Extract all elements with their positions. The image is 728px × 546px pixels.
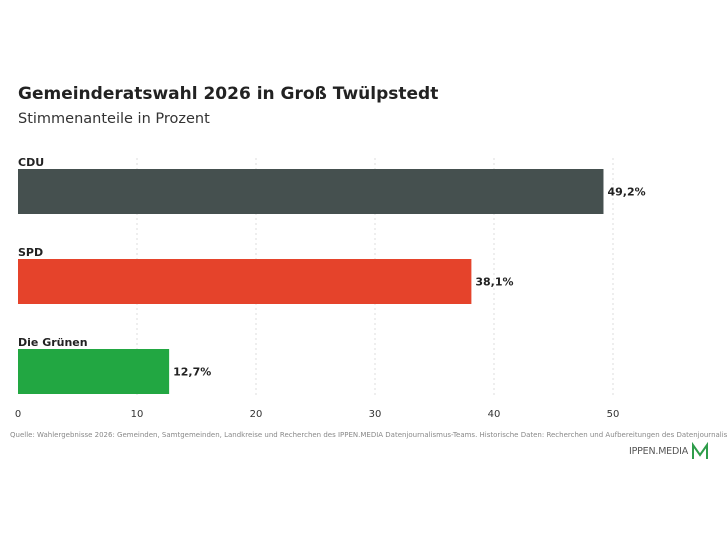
- chart-subtitle: Stimmenanteile in Prozent: [18, 111, 210, 127]
- brand-logo: IPPEN.MEDIA: [629, 442, 709, 460]
- category-label: SPD: [18, 246, 43, 259]
- value-label: 38,1%: [475, 276, 513, 289]
- x-tick-label: 0: [15, 409, 21, 420]
- ippen-logo-icon: [692, 442, 709, 459]
- value-label: 49,2%: [607, 186, 645, 199]
- brand-name: IPPEN.MEDIA: [629, 445, 689, 457]
- category-label: CDU: [18, 156, 44, 169]
- category-label: Die Grünen: [18, 336, 88, 349]
- bar: [18, 259, 472, 304]
- x-tick-label: 50: [607, 409, 620, 420]
- value-label: 12,7%: [173, 366, 211, 379]
- chart-title: Gemeinderatswahl 2026 in Groß Twülpstedt: [18, 84, 439, 104]
- bar-chart: CDU 49,2% SPD 38,1% Die Grünen 12,7% 0 10 20 30 4…: [15, 156, 646, 420]
- x-tick-label: 10: [131, 409, 144, 420]
- bar: [18, 349, 170, 394]
- bar: [18, 169, 604, 214]
- source-note: Quelle: Wahlergebnisse 2026: Gemeinden, …: [10, 431, 728, 439]
- x-tick-label: 20: [250, 409, 263, 420]
- x-tick-label: 40: [488, 409, 501, 420]
- x-tick-label: 30: [369, 409, 382, 420]
